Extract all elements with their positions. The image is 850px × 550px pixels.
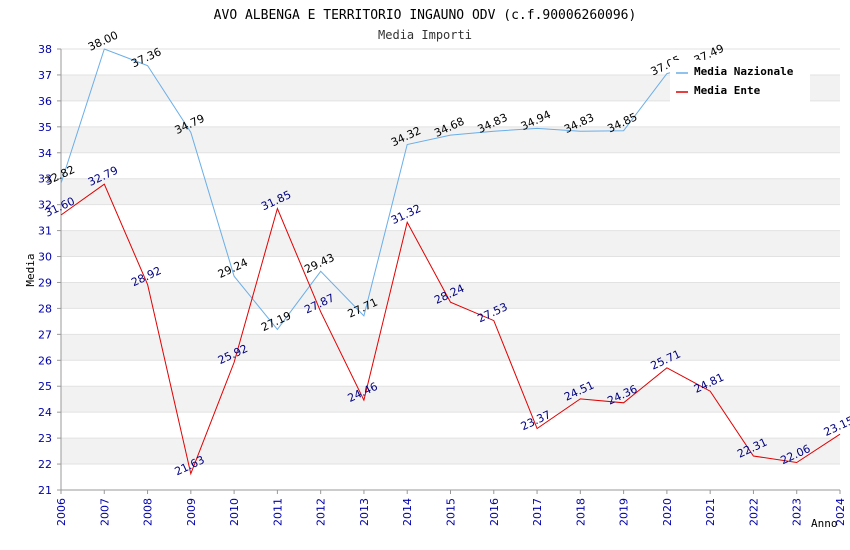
grid-band	[61, 230, 840, 257]
x-tick-label: 2015	[445, 498, 458, 526]
y-tick-label: 38	[38, 43, 52, 56]
x-axis-label: Anno	[811, 517, 838, 530]
legend-label-media-ente: Media Ente	[694, 84, 761, 97]
y-tick-label: 23	[38, 432, 52, 445]
y-tick-label: 31	[38, 225, 52, 238]
legend-label-media-nazionale: Media Nazionale	[694, 65, 794, 78]
y-tick-label: 25	[38, 380, 52, 393]
y-tick-label: 37	[38, 69, 52, 82]
y-tick-label: 33	[38, 173, 52, 186]
x-tick-label: 2021	[704, 498, 717, 526]
axes	[60, 49, 840, 491]
x-tick-label: 2017	[531, 498, 544, 526]
y-tick-label: 27	[38, 328, 52, 341]
x-tick-label: 2008	[142, 498, 155, 526]
x-tick-label: 2024	[834, 498, 847, 526]
data-label: 31.32	[389, 202, 423, 227]
y-tick-label: 35	[38, 121, 52, 134]
y-tick-label: 21	[38, 484, 52, 497]
x-tick-labels: 2006 2007 2008 2009 2010 2011 2012 2013 2014 2015…	[55, 490, 847, 526]
x-tick-label: 2020	[661, 498, 674, 526]
series-lines	[60, 48, 841, 476]
gridlines	[61, 48, 840, 491]
grid-band	[61, 126, 840, 153]
y-tick-label: 34	[38, 147, 52, 160]
x-tick-label: 2012	[315, 498, 328, 526]
data-label: 23.15	[822, 414, 850, 439]
chart-subtitle: Media Importi	[378, 28, 472, 42]
y-axis-label: Media	[24, 253, 37, 286]
data-label: 38.00	[86, 29, 120, 54]
x-tick-label: 2018	[574, 498, 587, 526]
x-tick-label: 2013	[358, 498, 371, 526]
y-tick-label: 26	[38, 354, 52, 367]
x-tick-label: 2007	[98, 498, 111, 526]
x-tick-label: 2011	[271, 498, 284, 526]
grid-bands	[61, 74, 840, 465]
y-tick-label: 32	[38, 199, 52, 212]
legend: Media Nazionale Media Ente	[670, 60, 810, 102]
chart-title: AVO ALBENGA E TERRITORIO INGAUNO ODV (c.…	[214, 8, 637, 23]
y-tick-labels: 21 22 23 24 25 26 27 28 29 30 31 32 33 34 35 36 37 38	[38, 43, 61, 497]
grid-band	[61, 386, 840, 413]
data-label: 29.24	[216, 256, 250, 281]
grid-band	[61, 334, 840, 361]
grid-band	[61, 178, 840, 205]
x-tick-label: 2006	[55, 498, 68, 526]
y-tick-label: 36	[38, 95, 52, 108]
legend-background	[670, 60, 810, 102]
series-line-media-ente	[60, 183, 841, 476]
x-tick-label: 2009	[185, 498, 198, 526]
y-tick-label: 29	[38, 276, 52, 289]
x-tick-label: 2023	[791, 498, 804, 526]
grid-band	[61, 438, 840, 465]
x-tick-label: 2022	[747, 498, 760, 526]
grid-band	[61, 282, 840, 309]
x-tick-label: 2016	[488, 498, 501, 526]
x-tick-label: 2014	[401, 498, 414, 526]
x-tick-label: 2010	[228, 498, 241, 526]
series-line-media-nazionale	[60, 48, 711, 331]
y-tick-label: 24	[38, 406, 52, 419]
y-tick-label: 22	[38, 458, 52, 471]
x-tick-label: 2019	[618, 498, 631, 526]
y-tick-label: 30	[38, 251, 52, 264]
y-tick-label: 28	[38, 302, 52, 315]
